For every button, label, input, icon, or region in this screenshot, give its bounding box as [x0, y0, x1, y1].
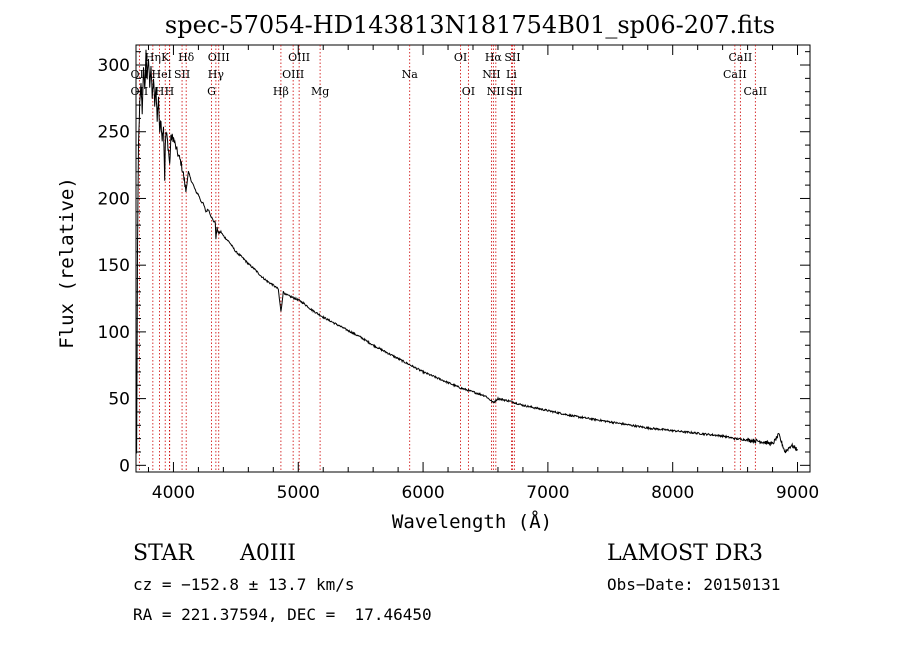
line-marker-label: Hγ	[208, 68, 225, 81]
line-marker-label: SII	[506, 85, 522, 98]
line-marker-label: I	[168, 68, 172, 81]
x-tick-label: 8000	[651, 483, 694, 503]
object-subclass: A0III	[239, 541, 296, 566]
y-tick-label: 200	[98, 189, 130, 209]
object-class: STAR	[133, 541, 195, 566]
line-marker-label: OI	[462, 85, 475, 98]
line-marker-label: OIII	[288, 51, 310, 64]
plot-frame	[135, 44, 811, 473]
radec-text: RA = 221.37594, DEC = 17.46450	[133, 605, 432, 624]
line-marker-label: Hη	[145, 51, 161, 64]
line-marker-label: Li	[506, 68, 517, 81]
line-marker-label: OIII	[282, 68, 304, 81]
obs-date: Obs−Date: 20150131	[607, 575, 780, 594]
line-marker-label: OI	[454, 51, 467, 64]
tick-labels: 4000 5000 6000 7000 8000 9000 0 50 100 150 200 250 3…	[98, 56, 820, 503]
line-marker-label: H	[165, 85, 175, 98]
y-tick-label: 100	[98, 323, 130, 343]
line-marker-label: H	[155, 85, 165, 98]
x-tick-label: 7000	[526, 483, 569, 503]
line-marker-label: NII	[482, 68, 500, 81]
x-tick-label: 6000	[401, 483, 444, 503]
line-marker-label: SII	[504, 51, 520, 64]
y-tick-label: 150	[98, 256, 130, 276]
spectrum-series-line	[136, 49, 798, 454]
line-marker-label: NII	[487, 85, 505, 98]
line-marker-label: G	[207, 85, 216, 98]
y-axis-label: Flux (relative)	[56, 177, 78, 349]
x-tick-label: 5000	[277, 483, 320, 503]
line-marker-label: Na	[402, 68, 419, 81]
redshift-text: cz = −152.8 ± 13.7 km/s	[133, 575, 355, 594]
chart-title: spec-57054-HD143813N181754B01_sp06-207.f…	[165, 11, 775, 39]
y-tick-label: 300	[98, 56, 130, 76]
line-marker-label: Hα	[485, 51, 503, 64]
y-tick-label: 250	[98, 123, 130, 143]
line-marker-label: OIII	[208, 51, 230, 64]
survey-name: LAMOST DR3	[607, 541, 763, 566]
axis-ticks	[136, 45, 810, 472]
line-marker-label: CaII	[723, 68, 747, 81]
y-tick-label: 50	[108, 390, 130, 410]
x-tick-label: 4000	[152, 483, 195, 503]
line-marker-label: K	[161, 51, 170, 64]
line-marker-label: He	[152, 68, 168, 81]
line-marker-label: CaII	[743, 85, 767, 98]
line-markers	[138, 45, 756, 472]
x-tick-label: 9000	[776, 483, 819, 503]
y-tick-label: 0	[119, 456, 130, 476]
x-axis-label: Wavelength (Å)	[392, 510, 552, 533]
line-marker-label: CaII	[729, 51, 753, 64]
line-marker-label: Mg	[311, 85, 329, 98]
line-marker-label: SII	[174, 68, 190, 81]
line-marker-label: Hβ	[273, 85, 289, 98]
line-marker-label: Hδ	[178, 51, 195, 64]
